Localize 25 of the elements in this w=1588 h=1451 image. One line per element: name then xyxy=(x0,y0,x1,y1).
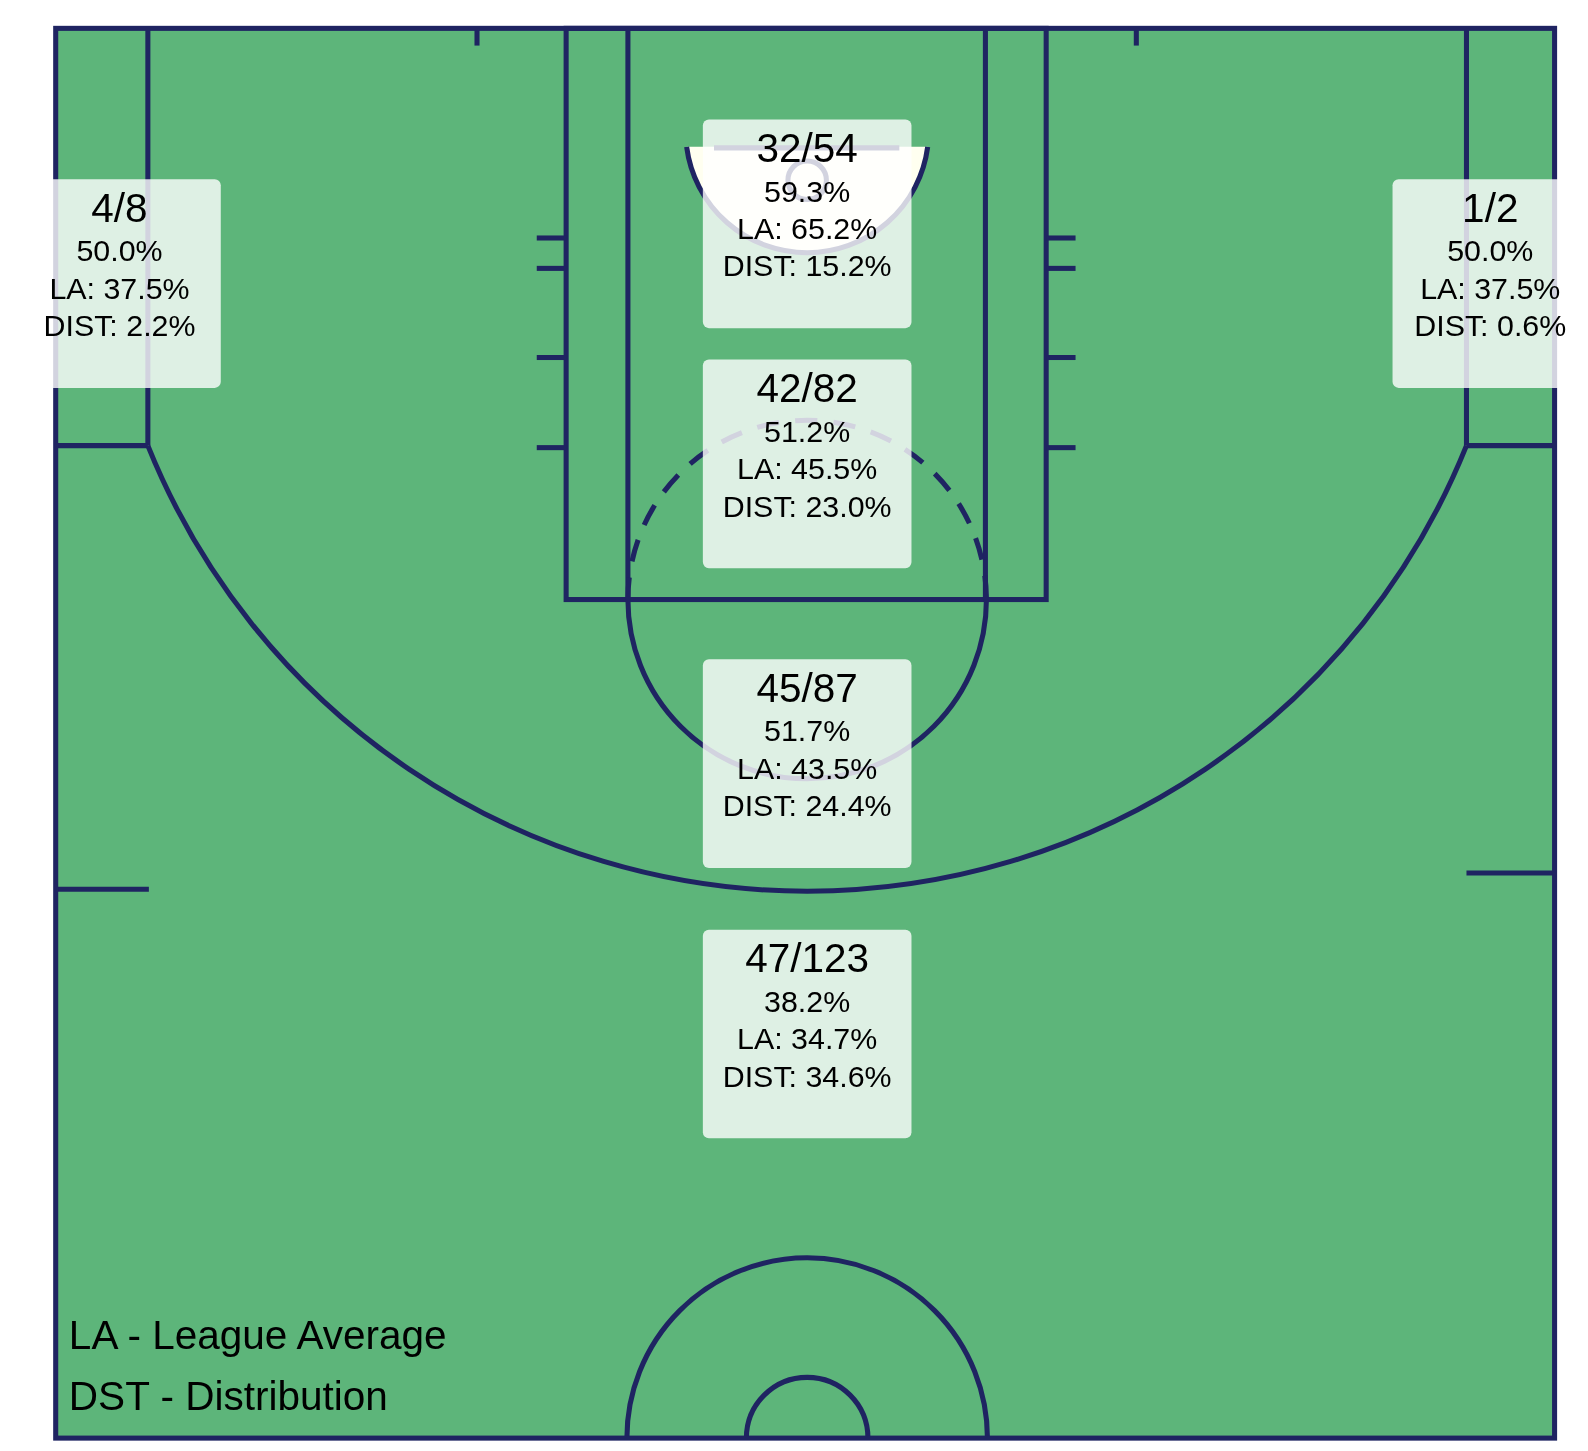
data-label: 51.7% xyxy=(763,713,852,750)
data-label: LA: 37.5% xyxy=(48,270,191,307)
text: LA - League Average DST - Distribution xyxy=(68,1311,447,1420)
data-label: DIST: 23.0% xyxy=(721,488,893,525)
category-label: 42/82 xyxy=(755,364,859,413)
category-label: 1/2 xyxy=(1461,184,1520,232)
category-label: 47/123 xyxy=(744,934,871,983)
data-label: 50.0% xyxy=(75,232,164,270)
data-label: 51.2% xyxy=(763,413,852,450)
data-label: DIST: 34.6% xyxy=(721,1058,893,1095)
data-label: 38.2% xyxy=(763,983,852,1020)
data-label: DIST: 2.2% xyxy=(42,307,197,345)
category-label: 4/8 xyxy=(90,184,149,232)
data-label: DIST: 15.2% xyxy=(721,248,893,285)
data-label: LA: 45.5% xyxy=(736,450,879,488)
data-label: 59.3% xyxy=(763,173,852,210)
data-label: DIST: 0.6% xyxy=(1413,307,1568,345)
data-label: DIST: 24.4% xyxy=(721,787,893,825)
category-label: 45/87 xyxy=(755,664,859,712)
category-label: 32/54 xyxy=(755,124,859,173)
data-label: 50.0% xyxy=(1446,232,1535,270)
data-label: LA: 65.2% xyxy=(736,210,879,248)
data-label: LA: 37.5% xyxy=(1419,270,1562,307)
data-label: LA: 43.5% xyxy=(736,750,879,787)
data-label: LA: 34.7% xyxy=(736,1020,879,1058)
